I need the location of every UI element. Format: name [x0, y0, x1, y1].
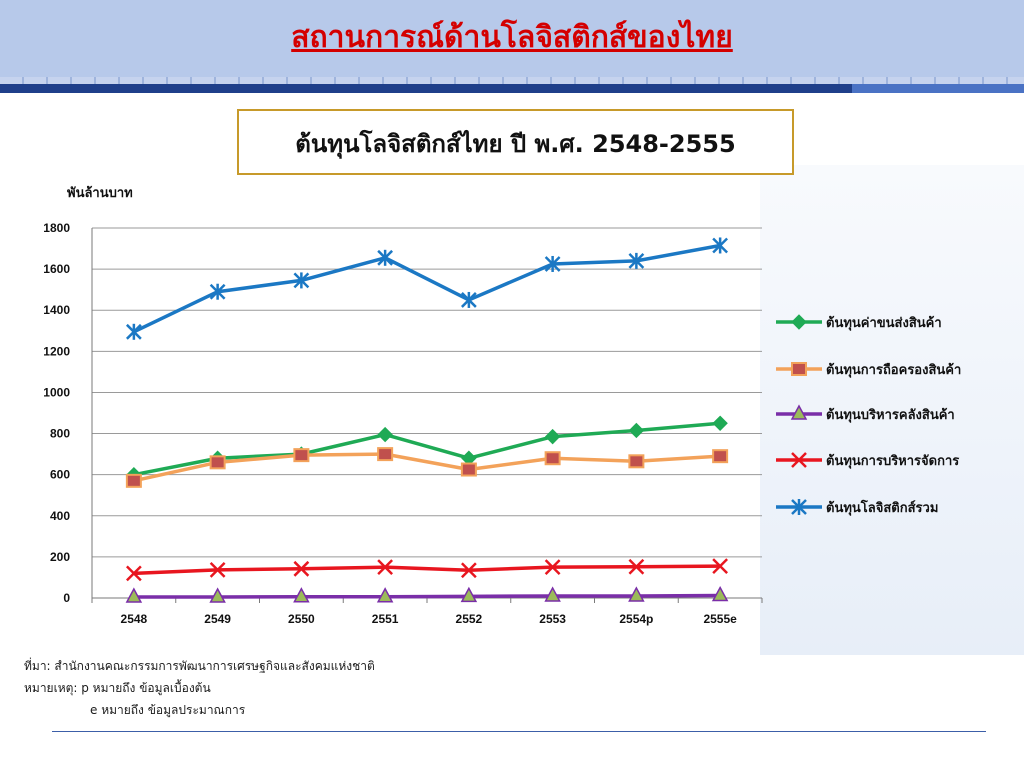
remark-note-2: e หมายถึง ข้อมูลประมาณการ [90, 703, 246, 717]
data-point-2 [377, 447, 394, 462]
data-point-4 [460, 562, 477, 579]
series-line-3 [133, 593, 721, 599]
data-point-3 [544, 586, 561, 602]
data-point-2 [293, 448, 310, 463]
header-bar: สถานการณ์ด้านโลจิสติกส์ของไทย [0, 0, 1024, 77]
background-panel [760, 165, 1024, 655]
data-point-1 [544, 428, 561, 445]
x-tick-label: 2551 [372, 612, 399, 626]
data-point-5 [628, 252, 645, 269]
data-point-4 [628, 558, 645, 575]
legend-label: ต้นทุนการถือครองสินค้า [826, 362, 961, 378]
decorative-band-accent [852, 84, 1024, 93]
legend-marker [791, 452, 807, 468]
source-note: ที่มา: สำนักงานคณะกรรมการพัฒนาการเศรษฐกิ… [24, 659, 375, 673]
data-point-3 [460, 586, 478, 603]
data-point-4 [544, 559, 561, 576]
x-tick-label: 2548 [121, 612, 148, 626]
data-point-5 [712, 237, 729, 254]
y-tick-label: 200 [50, 550, 70, 564]
data-point-4 [209, 561, 226, 578]
y-tick-label: 1800 [43, 221, 70, 235]
data-point-2 [209, 455, 226, 470]
legend-label: ต้นทุนการบริหารจัดการ [826, 453, 959, 469]
data-point-4 [712, 558, 729, 575]
data-point-3 [209, 587, 226, 603]
y-tick-label: 400 [50, 509, 70, 523]
decorative-band [0, 77, 1024, 84]
x-tick-label: 2552 [456, 612, 483, 626]
data-point-3 [293, 587, 310, 603]
legend-marker [790, 404, 808, 420]
legend-marker [791, 314, 807, 330]
legend-label: ต้นทุนบริหารคลังสินค้า [826, 407, 955, 423]
data-point-2 [125, 473, 142, 488]
x-tick-label: 2550 [288, 612, 315, 626]
x-tick-label: 2555e [703, 612, 737, 626]
series-line-2 [133, 452, 721, 483]
x-tick-label: 2549 [204, 612, 231, 626]
line-chart: พันล้านบาท 0 200 400 600 800 1000 1200 1400 1600 1… [43, 185, 961, 626]
legend-label: ต้นทุนค่าขนส่งสินค้า [826, 315, 942, 331]
data-point-3 [125, 587, 143, 603]
data-point-3 [711, 585, 729, 602]
data-point-1 [628, 422, 645, 439]
y-tick-label: 800 [50, 427, 70, 441]
page-title: สถานการณ์ด้านโลจิสติกส์ของไทย [291, 20, 733, 55]
y-tick-label: 600 [50, 468, 70, 482]
data-point-5 [460, 291, 477, 308]
chart-area: พันล้านบาท 0 200 400 600 800 1000 1200 1400 1600 1… [0, 175, 1024, 655]
x-tick-label: 2554p [619, 612, 653, 626]
data-point-5 [209, 283, 226, 300]
divider [52, 731, 986, 732]
legend-label: ต้นทุนโลจิสติกส์รวม [826, 499, 938, 516]
data-point-4 [125, 565, 142, 582]
y-tick-label: 1600 [43, 262, 70, 276]
legend-marker [791, 499, 807, 515]
data-point-3 [628, 586, 645, 602]
decorative-band-dark [0, 84, 1024, 93]
data-point-1 [712, 415, 728, 431]
data-point-5 [544, 255, 561, 272]
y-axis-label: พันล้านบาท [67, 185, 133, 201]
data-point-5 [377, 249, 394, 266]
data-point-5 [125, 323, 142, 340]
y-tick-label: 1000 [43, 385, 70, 399]
data-point-2 [628, 454, 645, 469]
subtitle-box: ต้นทุนโลจิสติกส์ไทย ปี พ.ศ. 2548-2555 [237, 109, 794, 175]
chart-subtitle: ต้นทุนโลจิสติกส์ไทย ปี พ.ศ. 2548-2555 [295, 130, 736, 158]
legend-marker [791, 362, 807, 376]
x-tick-label: 2553 [539, 612, 566, 626]
footnotes: ที่มา: สำนักงานคณะกรรมการพัฒนาการเศรษฐกิ… [24, 655, 375, 721]
remark-note: หมายเหตุ: p หมายถึง ข้อมูลเบื้องต้น [24, 681, 211, 695]
data-point-3 [376, 587, 394, 603]
series-line-4 [133, 564, 721, 576]
data-point-1 [377, 426, 393, 443]
data-point-2 [712, 449, 729, 464]
data-point-2 [544, 451, 561, 466]
series-line-5 [133, 243, 721, 334]
data-point-2 [460, 462, 477, 477]
y-tick-label: 0 [63, 591, 70, 605]
data-point-4 [377, 559, 394, 576]
data-point-5 [293, 272, 310, 289]
y-tick-label: 1400 [43, 303, 70, 317]
data-point-4 [293, 560, 310, 577]
series-line-1 [133, 421, 721, 477]
y-tick-label: 1200 [43, 344, 70, 358]
